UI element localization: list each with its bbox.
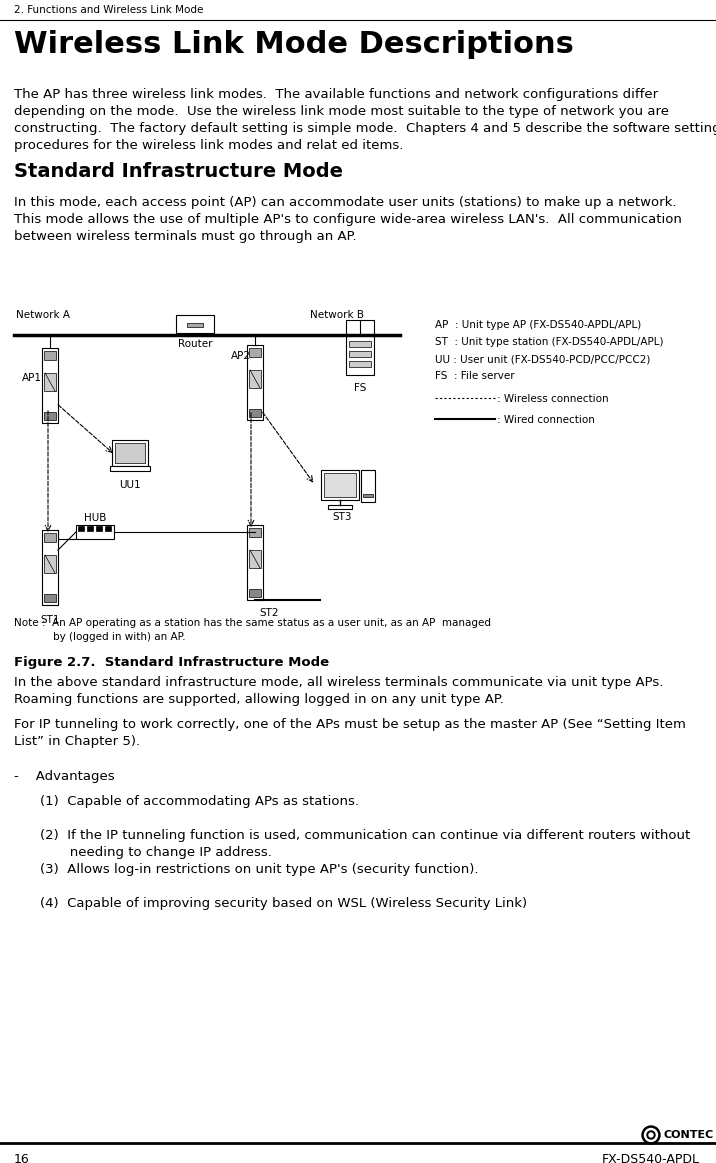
Bar xyxy=(346,320,374,374)
Bar xyxy=(249,528,261,537)
Text: The AP has three wireless link modes.  The available functions and network confi: The AP has three wireless link modes. Th… xyxy=(14,88,658,101)
Bar xyxy=(249,550,261,568)
Text: In this mode, each access point (AP) can accommodate user units (stations) to ma: In this mode, each access point (AP) can… xyxy=(14,197,677,209)
Bar xyxy=(324,473,356,497)
Bar xyxy=(44,594,56,602)
Text: Figure 2.7.  Standard Infrastructure Mode: Figure 2.7. Standard Infrastructure Mode xyxy=(14,656,329,669)
Bar xyxy=(321,470,359,500)
Text: List” in Chapter 5).: List” in Chapter 5). xyxy=(14,735,140,748)
Text: between wireless terminals must go through an AP.: between wireless terminals must go throu… xyxy=(14,230,357,243)
Bar xyxy=(328,505,352,509)
Text: Network A: Network A xyxy=(16,311,70,320)
Bar xyxy=(76,525,114,538)
Text: AP2: AP2 xyxy=(231,351,251,361)
Circle shape xyxy=(642,1126,660,1144)
Text: In the above standard infrastructure mode, all wireless terminals communicate vi: In the above standard infrastructure mod… xyxy=(14,676,664,688)
Text: 2. Functions and Wireless Link Mode: 2. Functions and Wireless Link Mode xyxy=(14,5,203,15)
Text: constructing.  The factory default setting is simple mode.  Chapters 4 and 5 des: constructing. The factory default settin… xyxy=(14,122,716,135)
Bar xyxy=(349,341,371,347)
Bar xyxy=(349,351,371,357)
Text: This mode allows the use of multiple AP's to configure wide-area wireless LAN's.: This mode allows the use of multiple AP'… xyxy=(14,213,682,226)
Bar xyxy=(247,345,263,420)
Text: (4)  Capable of improving security based on WSL (Wireless Security Link): (4) Capable of improving security based … xyxy=(40,897,527,909)
Text: ST  : Unit type station (FX-DS540-APDL/APL): ST : Unit type station (FX-DS540-APDL/AP… xyxy=(435,337,664,347)
Text: FX-DS540-APDL: FX-DS540-APDL xyxy=(602,1153,700,1163)
Bar xyxy=(78,526,84,531)
Text: Router: Router xyxy=(178,338,212,349)
Text: Roaming functions are supported, allowing logged in on any unit type AP.: Roaming functions are supported, allowin… xyxy=(14,693,504,706)
Text: (1)  Capable of accommodating APs as stations.: (1) Capable of accommodating APs as stat… xyxy=(40,795,359,808)
Text: FS: FS xyxy=(354,383,366,393)
Bar xyxy=(112,440,148,466)
Bar xyxy=(249,348,261,357)
Bar xyxy=(44,373,56,391)
Bar xyxy=(87,526,93,531)
Bar xyxy=(249,409,261,418)
Text: -    Advantages: - Advantages xyxy=(14,770,115,783)
Text: : Wireless connection: : Wireless connection xyxy=(497,394,609,404)
Circle shape xyxy=(647,1130,655,1139)
Text: FS  : File server: FS : File server xyxy=(435,371,515,381)
Bar xyxy=(44,533,56,542)
Text: UU : User unit (FX-DS540-PCD/PCC/PCC2): UU : User unit (FX-DS540-PCD/PCC/PCC2) xyxy=(435,354,650,364)
Circle shape xyxy=(644,1128,657,1142)
Bar xyxy=(115,443,145,463)
Bar xyxy=(110,466,150,471)
Text: For IP tunneling to work correctly, one of the APs must be setup as the master A: For IP tunneling to work correctly, one … xyxy=(14,718,686,732)
Text: ST1: ST1 xyxy=(40,615,59,625)
Text: HUB: HUB xyxy=(84,513,106,523)
Bar xyxy=(96,526,102,531)
Text: depending on the mode.  Use the wireless link mode most suitable to the type of : depending on the mode. Use the wireless … xyxy=(14,105,669,117)
Bar xyxy=(247,525,263,600)
Bar xyxy=(105,526,111,531)
Text: : Wired connection: : Wired connection xyxy=(497,415,595,424)
Bar xyxy=(249,370,261,388)
Text: ST2: ST2 xyxy=(259,608,279,618)
Bar xyxy=(42,348,58,423)
Text: by (logged in with) an AP.: by (logged in with) an AP. xyxy=(14,632,185,642)
Text: AP1: AP1 xyxy=(22,373,42,383)
Text: Standard Infrastructure Mode: Standard Infrastructure Mode xyxy=(14,162,343,181)
Text: CONTEC: CONTEC xyxy=(663,1130,713,1140)
Text: UU1: UU1 xyxy=(119,480,141,490)
Circle shape xyxy=(649,1133,653,1137)
Text: Note :  An AP operating as a station has the same status as a user unit, as an A: Note : An AP operating as a station has … xyxy=(14,618,491,628)
Bar xyxy=(363,494,373,497)
Bar xyxy=(44,412,56,420)
Text: Wireless Link Mode Descriptions: Wireless Link Mode Descriptions xyxy=(14,30,574,59)
Bar xyxy=(361,470,375,502)
Bar xyxy=(44,555,56,573)
Text: AP  : Unit type AP (FX-DS540-APDL/APL): AP : Unit type AP (FX-DS540-APDL/APL) xyxy=(435,320,642,330)
Text: ST3: ST3 xyxy=(332,512,352,522)
Bar xyxy=(349,361,371,368)
Text: Network B: Network B xyxy=(310,311,364,320)
Bar xyxy=(44,351,56,361)
Bar xyxy=(187,323,203,327)
Bar xyxy=(176,315,214,333)
Text: needing to change IP address.: needing to change IP address. xyxy=(40,846,272,859)
Text: (3)  Allows log-in restrictions on unit type AP's (security function).: (3) Allows log-in restrictions on unit t… xyxy=(40,863,478,876)
Text: (2)  If the IP tunneling function is used, communication can continue via differ: (2) If the IP tunneling function is used… xyxy=(40,829,690,842)
Text: procedures for the wireless link modes and relat ed items.: procedures for the wireless link modes a… xyxy=(14,140,403,152)
Bar xyxy=(42,530,58,605)
Text: 16: 16 xyxy=(14,1153,30,1163)
Bar xyxy=(249,588,261,597)
